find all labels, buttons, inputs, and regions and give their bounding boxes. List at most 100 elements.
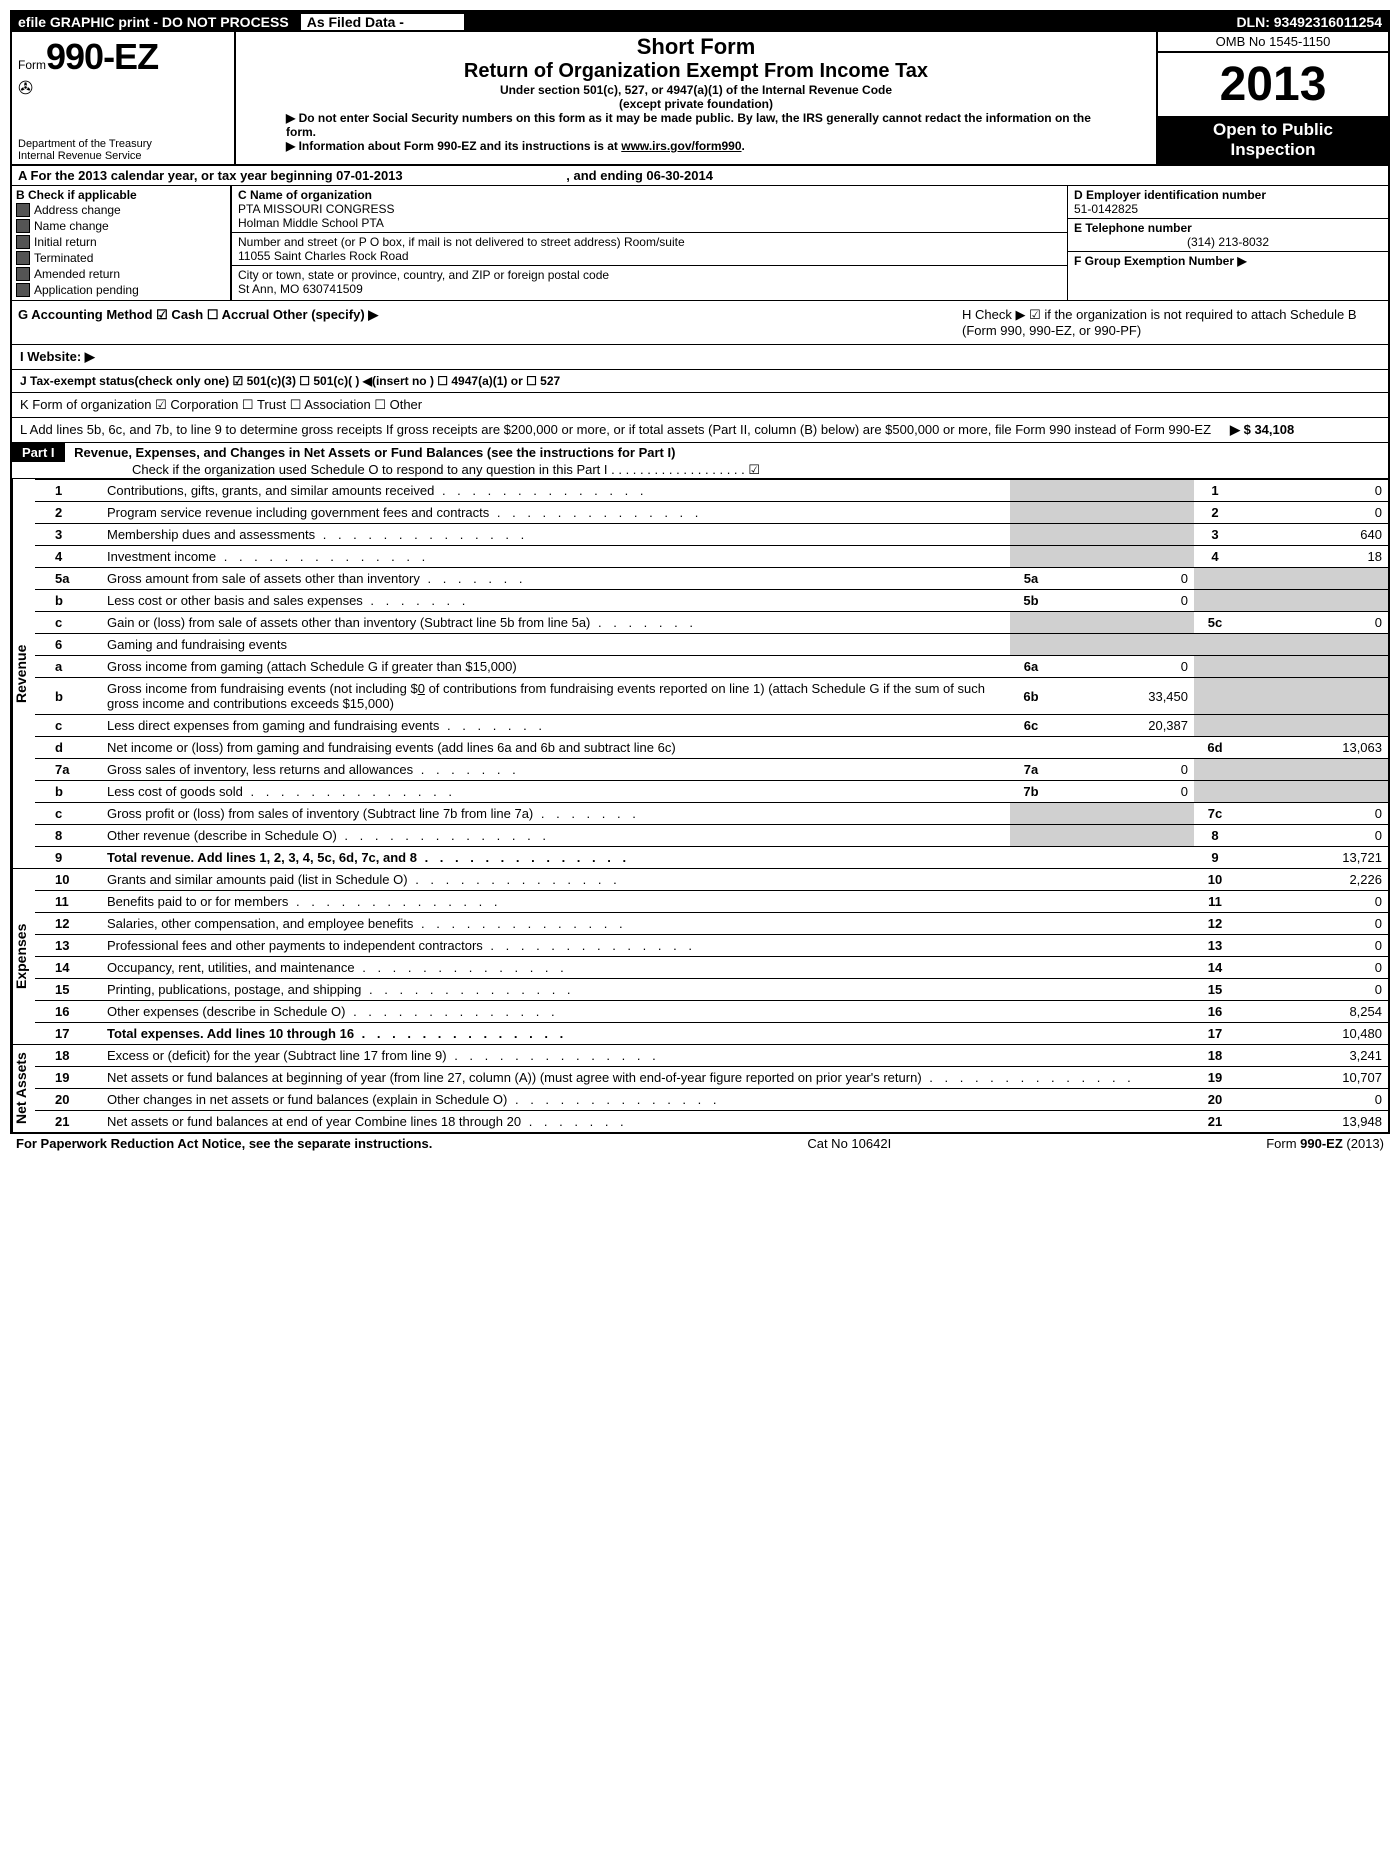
netassets-label: Net Assets [12,1045,35,1132]
chk-amended[interactable]: Amended return [16,266,226,282]
form-container: efile GRAPHIC print - DO NOT PROCESS As … [10,10,1390,1134]
accounting-method: G Accounting Method ☑ Cash ☐ Accrual Oth… [18,307,962,338]
expenses-table: 10Grants and similar amounts paid (list … [35,869,1388,1044]
info-link-line: ▶ Information about Form 990-EZ and its … [246,139,1146,153]
tax-year: 2013 [1158,53,1388,116]
line-7b: bLess cost of goods sold7b0 [35,781,1388,803]
city-block: City or town, state or province, country… [232,266,1067,298]
f-label: F Group Exemption Number [1074,254,1234,268]
schedule-b-check: H Check ▶ ☑ if the organization is not r… [962,307,1382,338]
inspection: Inspection [1158,140,1388,160]
form-of-org: K Form of organization ☑ Corporation ☐ T… [12,393,1388,418]
dln-label: DLN: 93492316011254 [1230,12,1388,32]
header-mid: Short Form Return of Organization Exempt… [236,32,1156,164]
line-14: 14Occupancy, rent, utilities, and mainte… [35,957,1388,979]
year-end: , and ending 06-30-2014 [566,168,713,183]
form-header: Form990-EZ ✇ Department of the Treasury … [12,32,1388,166]
department: Department of the Treasury Internal Reve… [18,138,152,162]
b-title: B Check if applicable [16,188,226,202]
form-number: Form990-EZ [18,36,228,78]
gross-receipts-value: ▶ $ 34,108 [1230,422,1380,438]
chk-initial[interactable]: Initial return [16,234,226,250]
cat-number: Cat No 10642I [807,1136,891,1151]
line-8: 8Other revenue (describe in Schedule O)8… [35,825,1388,847]
line-6b-desc: Gross income from fundraising events (no… [101,678,1010,715]
return-title: Return of Organization Exempt From Incom… [246,60,1146,83]
street-block: Number and street (or P O box, if mail i… [232,233,1067,266]
line-4: 4Investment income418 [35,546,1388,568]
chk-name[interactable]: Name change [16,218,226,234]
city-value: St Ann, MO 630741509 [238,282,1061,296]
gross-receipts-note: L Add lines 5b, 6c, and 7b, to line 9 to… [20,422,1230,438]
header-right: OMB No 1545-1150 2013 Open to Public Ins… [1156,32,1388,164]
netassets-table: 18Excess or (deficit) for the year (Subt… [35,1045,1388,1132]
line-1: 1Contributions, gifts, grants, and simil… [35,480,1388,502]
e-label: E Telephone number [1074,221,1382,235]
line-16: 16Other expenses (describe in Schedule O… [35,1001,1388,1023]
ssn-warning: ▶ Do not enter Social Security numbers o… [246,111,1146,139]
form-prefix: Form [18,58,46,72]
omb-number: OMB No 1545-1150 [1158,32,1388,53]
d-label: D Employer identification number [1074,188,1382,202]
irs: Internal Revenue Service [18,150,152,162]
org-name-block: C Name of organization PTA MISSOURI CONG… [232,186,1067,233]
netassets-section: Net Assets 18Excess or (deficit) for the… [12,1044,1388,1132]
treasury: Department of the Treasury [18,138,152,150]
section-def: D Employer identification number 51-0142… [1067,186,1388,300]
line-a: A For the 2013 calendar year, or tax yea… [12,166,1388,186]
line-gh: G Accounting Method ☑ Cash ☐ Accrual Oth… [12,301,1388,345]
phone-block: E Telephone number (314) 213-8032 [1068,219,1388,252]
chk-terminated[interactable]: Terminated [16,250,226,266]
footer: For Paperwork Reduction Act Notice, see … [10,1134,1390,1153]
line-20: 20Other changes in net assets or fund ba… [35,1089,1388,1111]
line-15: 15Printing, publications, postage, and s… [35,979,1388,1001]
street-value: 11055 Saint Charles Rock Road [238,249,1061,263]
line-7a: 7aGross sales of inventory, less returns… [35,759,1388,781]
form-990ez: 990-EZ [46,36,158,77]
line-5a: 5aGross amount from sale of assets other… [35,568,1388,590]
line-6d: dNet income or (loss) from gaming and fu… [35,737,1388,759]
schedule-o-check: Check if the organization used Schedule … [12,462,1388,478]
calendar-year: A For the 2013 calendar year, or tax yea… [12,166,1388,185]
chk-address[interactable]: Address change [16,202,226,218]
line-l: L Add lines 5b, 6c, and 7b, to line 9 to… [12,418,1388,443]
line-6: 6Gaming and fundraising events [35,634,1388,656]
ein-block: D Employer identification number 51-0142… [1068,186,1388,219]
line-9: 9Total revenue. Add lines 1, 2, 3, 4, 5c… [35,847,1388,869]
line-17: 17Total expenses. Add lines 10 through 1… [35,1023,1388,1045]
part1-title: Revenue, Expenses, and Changes in Net As… [68,445,675,460]
section-b: B Check if applicable Address change Nam… [12,186,232,300]
line-5b: bLess cost or other basis and sales expe… [35,590,1388,612]
top-bar: efile GRAPHIC print - DO NOT PROCESS As … [12,12,1388,32]
line-5c: cGain or (loss) from sale of assets othe… [35,612,1388,634]
city-label: City or town, state or province, country… [238,268,1061,282]
line-18: 18Excess or (deficit) for the year (Subt… [35,1045,1388,1067]
as-filed-box: As Filed Data - [299,12,466,32]
header-left: Form990-EZ ✇ Department of the Treasury … [12,32,236,164]
tax-exempt-status: J Tax-exempt status(check only one) ☑ 50… [12,370,1388,393]
org-info-block: B Check if applicable Address change Nam… [12,186,1388,301]
subtitle2: (except private foundation) [246,97,1146,111]
chk-pending[interactable]: Application pending [16,282,226,298]
f-arrow: ▶ [1237,254,1246,268]
line-6b: bGross income from fundraising events (n… [35,678,1388,715]
ein-value: 51-0142825 [1074,202,1382,216]
group-exemption: F Group Exemption Number ▶ [1068,252,1388,270]
revenue-table: 1Contributions, gifts, grants, and simil… [35,479,1388,868]
paperwork-notice: For Paperwork Reduction Act Notice, see … [16,1136,432,1151]
open-public: Open to Public [1158,120,1388,140]
revenue-section: Revenue 1Contributions, gifts, grants, a… [12,479,1388,868]
info-prefix: ▶ Information about Form 990-EZ and its … [286,139,621,153]
form-version: Form 990-EZ (2013) [1266,1136,1384,1151]
irs-link[interactable]: www.irs.gov/form990 [621,139,741,153]
line-11: 11Benefits paid to or for members110 [35,891,1388,913]
website-line: I Website: ▶ [12,345,1388,370]
subtitle1: Under section 501(c), 527, or 4947(a)(1)… [246,83,1146,97]
phone-value: (314) 213-8032 [1074,235,1382,249]
org-name2: Holman Middle School PTA [238,216,1061,230]
inspection-box: Open to Public Inspection [1158,116,1388,164]
year-begin: A For the 2013 calendar year, or tax yea… [18,168,403,183]
line-3: 3Membership dues and assessments3640 [35,524,1388,546]
line-19: 19Net assets or fund balances at beginni… [35,1067,1388,1089]
line-2: 2Program service revenue including gover… [35,502,1388,524]
